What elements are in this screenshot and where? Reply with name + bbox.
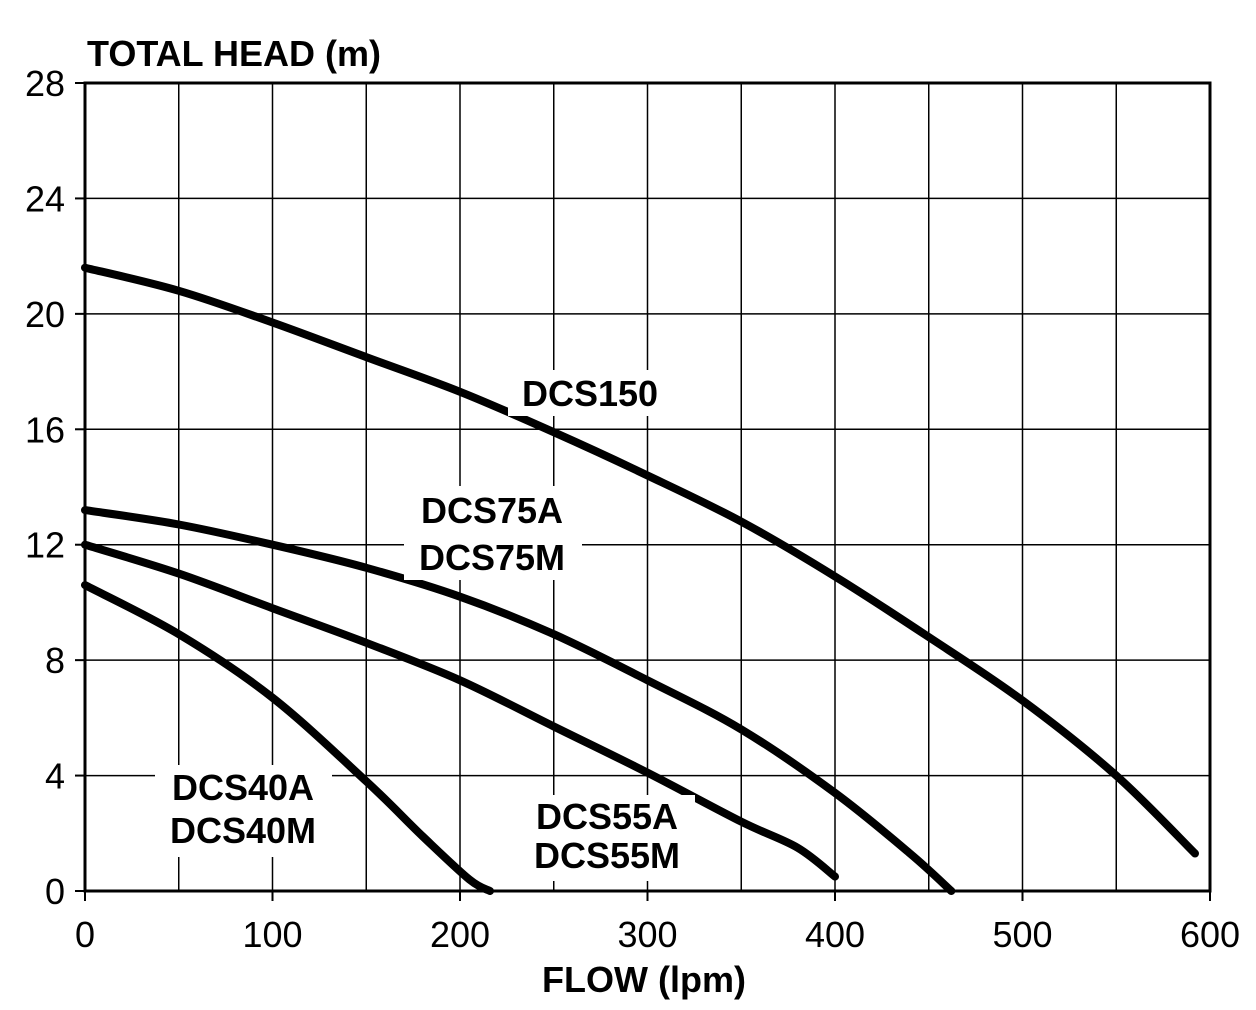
curve-label-dcs150: DCS150: [522, 373, 658, 414]
y-tick-label: 16: [25, 409, 65, 450]
label-background-dcs55: [520, 795, 695, 881]
curve-label-dcs40a: DCS40A: [172, 767, 314, 808]
x-tick-label: 100: [242, 914, 302, 955]
curve-labels: DCS150 DCS75A DCS75M DCS55A DCS55M DCS40…: [155, 370, 695, 881]
curve-label-dcs55m: DCS55M: [534, 835, 680, 876]
x-tick-label: 300: [617, 914, 677, 955]
x-tick-label: 200: [430, 914, 490, 955]
label-background-dcs150: [508, 370, 673, 416]
axis-ticks: 0 4 8 12 16 20 24 28 0 100 200 300 400 500 600: [25, 63, 1240, 955]
label-background-dcs75: [404, 486, 582, 580]
label-background-dcs40: [155, 765, 332, 857]
x-tick-label: 400: [805, 914, 865, 955]
curve-label-dcs75m: DCS75M: [419, 537, 565, 578]
series-line-dcs55: [81, 540, 839, 881]
x-tick-label: 500: [992, 914, 1052, 955]
x-axis-title: FLOW (lpm): [542, 959, 746, 1000]
x-tick-label: 0: [75, 914, 95, 955]
curve-label-dcs40m: DCS40M: [170, 810, 316, 851]
y-tick-label: 28: [25, 63, 65, 104]
series-line-dcs40: [81, 581, 494, 895]
curve-label-dcs55a: DCS55A: [536, 796, 678, 837]
y-tick-label: 4: [45, 756, 65, 797]
curve-label-dcs75a: DCS75A: [421, 490, 563, 531]
y-tick-label: 20: [25, 294, 65, 335]
series-lines: [81, 263, 1199, 895]
series-line-dcs150: [81, 263, 1199, 858]
series-line-dcs75: [81, 506, 956, 895]
y-axis-title: TOTAL HEAD (m): [87, 33, 381, 74]
x-tick-label: 600: [1180, 914, 1240, 955]
y-tick-label: 0: [45, 871, 65, 912]
plot-frame: [83, 81, 1212, 893]
y-tick-label: 24: [25, 178, 65, 219]
y-tick-label: 8: [45, 640, 65, 681]
y-tick-label: 12: [25, 525, 65, 566]
